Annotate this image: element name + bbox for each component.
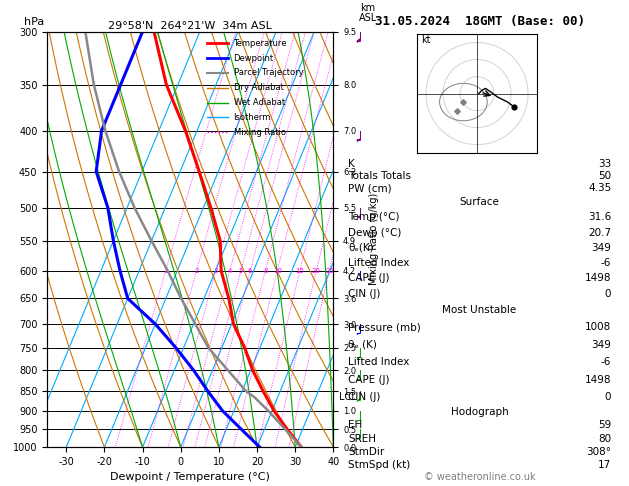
Text: Surface: Surface [460, 197, 499, 207]
Text: 2: 2 [194, 268, 199, 274]
Text: Temperature: Temperature [233, 39, 287, 48]
Text: Dewp (°C): Dewp (°C) [348, 227, 401, 238]
Text: 20: 20 [312, 268, 321, 274]
Text: StmDir: StmDir [348, 447, 384, 457]
Text: 6: 6 [248, 268, 252, 274]
Text: kt: kt [421, 35, 430, 45]
Text: Totals Totals: Totals Totals [348, 171, 411, 181]
Text: 1: 1 [164, 268, 168, 274]
Text: LCL: LCL [339, 393, 357, 402]
Text: 25: 25 [325, 268, 334, 274]
Text: 4: 4 [228, 268, 232, 274]
Text: 8: 8 [263, 268, 267, 274]
Text: 10: 10 [273, 268, 282, 274]
Text: 15: 15 [296, 268, 304, 274]
Text: Temp (°C): Temp (°C) [348, 212, 399, 222]
Text: 80: 80 [598, 434, 611, 444]
Text: 3: 3 [213, 268, 218, 274]
Text: 5: 5 [238, 268, 243, 274]
Text: 50: 50 [598, 171, 611, 181]
Text: Mixing Ratio: Mixing Ratio [233, 128, 286, 137]
Text: -6: -6 [601, 357, 611, 367]
Text: 20.7: 20.7 [588, 227, 611, 238]
Text: 1498: 1498 [585, 375, 611, 385]
Text: θₑ(K): θₑ(K) [348, 243, 374, 253]
Text: Dry Adiabat: Dry Adiabat [233, 83, 284, 92]
Text: Wet Adiabat: Wet Adiabat [233, 98, 285, 107]
Text: 4.35: 4.35 [588, 183, 611, 193]
Text: Lifted Index: Lifted Index [348, 258, 409, 268]
Text: © weatheronline.co.uk: © weatheronline.co.uk [424, 472, 535, 482]
Text: Mixing Ratio (g/kg): Mixing Ratio (g/kg) [369, 193, 379, 285]
Point [509, 104, 520, 111]
Text: CAPE (J): CAPE (J) [348, 274, 389, 283]
Text: 31.6: 31.6 [588, 212, 611, 222]
Text: hPa: hPa [25, 17, 45, 27]
Text: -6: -6 [601, 258, 611, 268]
Text: θₑ (K): θₑ (K) [348, 340, 377, 350]
Text: SREH: SREH [348, 434, 376, 444]
Text: Pressure (mb): Pressure (mb) [348, 322, 421, 332]
Text: Hodograph: Hodograph [451, 407, 508, 417]
Text: 17: 17 [598, 460, 611, 470]
Text: EH: EH [348, 420, 362, 431]
Text: Most Unstable: Most Unstable [442, 305, 517, 315]
Text: CAPE (J): CAPE (J) [348, 375, 389, 385]
Text: 33: 33 [598, 159, 611, 169]
Text: 59: 59 [598, 420, 611, 431]
Text: CIN (J): CIN (J) [348, 392, 381, 402]
Text: 349: 349 [591, 340, 611, 350]
Text: 308°: 308° [586, 447, 611, 457]
Text: Lifted Index: Lifted Index [348, 357, 409, 367]
Text: CIN (J): CIN (J) [348, 289, 381, 299]
Title: 29°58'N  264°21'W  34m ASL: 29°58'N 264°21'W 34m ASL [108, 21, 272, 31]
Text: 349: 349 [591, 243, 611, 253]
Text: 1498: 1498 [585, 274, 611, 283]
Text: K: K [348, 159, 355, 169]
Text: 1008: 1008 [585, 322, 611, 332]
Text: Dewpoint: Dewpoint [233, 53, 274, 63]
Text: StmSpd (kt): StmSpd (kt) [348, 460, 410, 470]
Text: 0: 0 [604, 392, 611, 402]
Point [459, 98, 469, 106]
Text: km
ASL: km ASL [359, 3, 377, 23]
Text: 31.05.2024  18GMT (Base: 00): 31.05.2024 18GMT (Base: 00) [375, 15, 584, 28]
Text: PW (cm): PW (cm) [348, 183, 392, 193]
X-axis label: Dewpoint / Temperature (°C): Dewpoint / Temperature (°C) [110, 472, 270, 483]
Text: 0: 0 [604, 289, 611, 299]
Text: Isotherm: Isotherm [233, 113, 271, 122]
Point [452, 106, 462, 114]
Text: Parcel Trajectory: Parcel Trajectory [233, 69, 303, 77]
